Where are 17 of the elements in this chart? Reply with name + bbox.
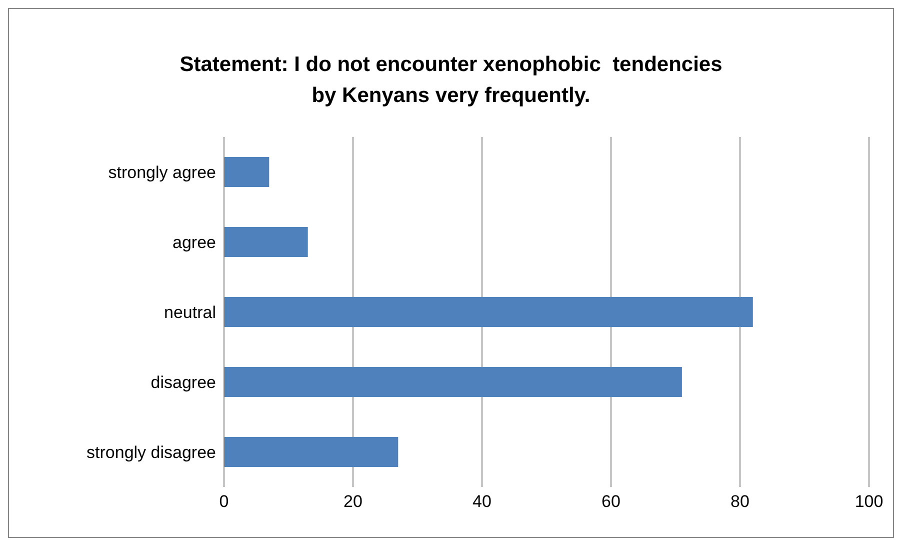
x-tick-label: 20 — [344, 492, 362, 512]
bar — [224, 227, 308, 257]
y-tick-label: neutral — [164, 303, 216, 322]
y-tick-label: agree — [172, 233, 216, 252]
x-tick-label: 0 — [219, 492, 229, 512]
y-tick-label: strongly disagree — [86, 443, 216, 462]
chart-title: Statement: I do not encounter xenophobic tendencies by Kenyans very frequently. — [178, 52, 724, 109]
y-tick-label: disagree — [150, 373, 216, 392]
x-tick-label: 40 — [472, 492, 492, 512]
x-tick-label: 60 — [602, 492, 620, 512]
bar — [224, 157, 270, 187]
x-tick-label: 100 — [854, 492, 884, 512]
bar — [224, 437, 398, 467]
y-tick-label: strongly agree — [108, 163, 216, 182]
bar — [224, 297, 753, 327]
x-tick-label: 80 — [730, 492, 750, 512]
bar — [224, 367, 682, 397]
